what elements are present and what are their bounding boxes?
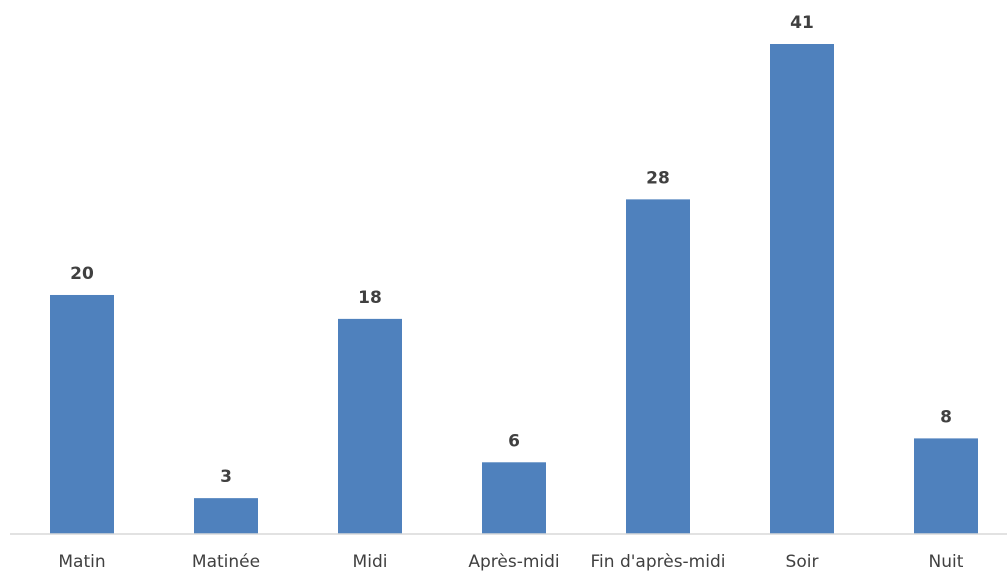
category-label-4: Fin d'après-midi bbox=[591, 552, 726, 572]
value-label-6: 8 bbox=[940, 407, 952, 427]
category-label-6: Nuit bbox=[929, 552, 964, 572]
category-label-5: Soir bbox=[786, 552, 819, 572]
value-label-1: 3 bbox=[220, 467, 232, 487]
value-label-5: 41 bbox=[790, 13, 814, 33]
category-label-3: Après-midi bbox=[468, 552, 559, 572]
bar-0 bbox=[50, 294, 114, 534]
bar-4 bbox=[626, 199, 690, 535]
bar-1 bbox=[194, 498, 258, 534]
value-label-2: 18 bbox=[358, 288, 382, 308]
value-label-4: 28 bbox=[646, 168, 670, 188]
value-label-0: 20 bbox=[70, 264, 94, 284]
value-labels-group: 20 3 18 6 28 41 8 bbox=[70, 13, 952, 487]
category-label-0: Matin bbox=[58, 552, 105, 572]
category-label-1: Matinée bbox=[192, 552, 260, 572]
category-label-2: Midi bbox=[353, 552, 388, 572]
bar-5 bbox=[770, 44, 834, 534]
bars-group bbox=[50, 44, 978, 535]
value-label-3: 6 bbox=[508, 431, 520, 451]
bar-2 bbox=[338, 318, 402, 534]
category-labels-group: Matin Matinée Midi Après-midi Fin d'après-mi… bbox=[58, 552, 963, 572]
bar-3 bbox=[482, 462, 546, 534]
bar-6 bbox=[914, 438, 978, 534]
